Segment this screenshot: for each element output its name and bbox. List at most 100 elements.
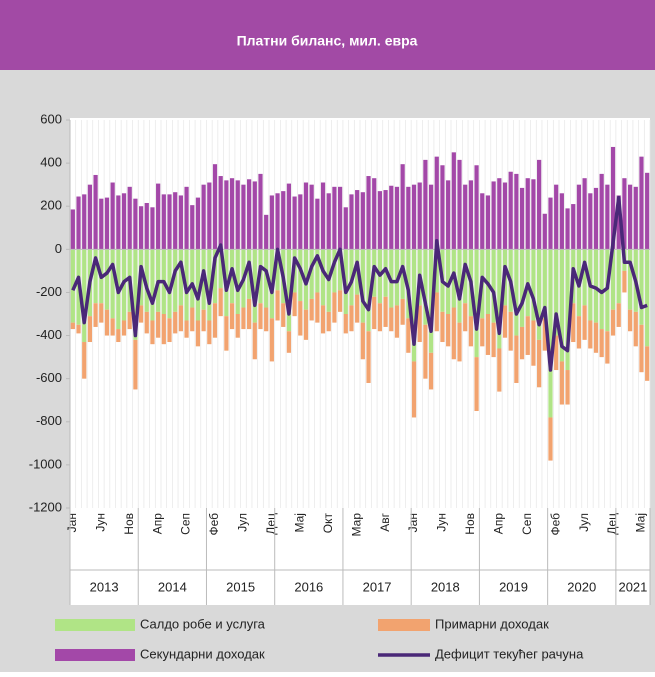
bar <box>224 316 229 351</box>
bar <box>235 249 240 314</box>
bar <box>298 249 303 302</box>
bar <box>537 159 542 250</box>
bar <box>264 307 269 332</box>
bar <box>82 342 87 379</box>
bar <box>104 249 110 310</box>
y-tick-label: 200 <box>40 198 62 213</box>
bar <box>195 320 201 347</box>
bar <box>133 249 138 340</box>
bar <box>156 183 161 250</box>
bar <box>173 249 178 312</box>
bar <box>150 320 155 345</box>
bar <box>400 298 405 325</box>
year-label: 2014 <box>158 579 187 594</box>
bar <box>559 249 564 362</box>
bar <box>349 305 354 332</box>
bar <box>565 208 570 250</box>
bar <box>349 194 354 250</box>
bar <box>281 191 286 250</box>
bar <box>616 303 621 327</box>
bar <box>138 305 144 323</box>
legend-swatch <box>55 619 135 631</box>
bar <box>207 249 212 321</box>
legend-label: Салдо робе и услуга <box>140 616 266 631</box>
bar <box>241 184 246 250</box>
bar <box>434 249 439 293</box>
bar <box>224 180 229 250</box>
bar <box>514 249 519 336</box>
legend-label: Примарни доходак <box>435 616 549 631</box>
year-label: 2018 <box>431 579 460 594</box>
bar <box>133 198 138 250</box>
bar <box>218 176 223 250</box>
legend-label: Секундарни доходак <box>140 646 265 661</box>
bar <box>457 159 462 250</box>
bar <box>93 249 98 304</box>
bar <box>337 290 343 312</box>
bar <box>525 178 530 250</box>
bar <box>218 249 223 289</box>
bar <box>508 311 513 351</box>
bar <box>281 303 286 327</box>
bar <box>565 370 570 405</box>
bar <box>337 249 343 291</box>
y-tick-label: -200 <box>36 284 62 299</box>
bar <box>161 314 166 345</box>
bar <box>645 346 650 381</box>
bar <box>167 318 172 343</box>
bar <box>229 303 235 330</box>
bar <box>485 314 491 355</box>
bar <box>497 178 502 250</box>
bar <box>150 249 155 321</box>
bar <box>320 182 326 250</box>
bar <box>463 303 468 332</box>
bar <box>258 173 263 250</box>
bar <box>519 187 525 250</box>
bar <box>622 178 627 250</box>
bar <box>178 249 183 306</box>
bar <box>610 309 616 336</box>
bar <box>582 249 587 306</box>
x-tick-label: Дец <box>605 513 619 535</box>
bar <box>548 249 553 418</box>
bar <box>309 249 314 299</box>
bar <box>383 296 388 327</box>
bar <box>303 309 309 340</box>
bar <box>269 195 274 250</box>
bar <box>235 180 240 250</box>
bar <box>201 309 206 332</box>
bar <box>428 249 434 353</box>
year-label: 2016 <box>294 579 323 594</box>
year-label: 2021 <box>618 579 647 594</box>
bar <box>411 184 417 250</box>
bar <box>377 303 383 332</box>
bar <box>372 178 377 250</box>
bar <box>82 194 87 250</box>
bar <box>144 202 149 250</box>
bar <box>360 249 365 323</box>
bar <box>99 198 104 250</box>
bar <box>178 195 183 250</box>
bar <box>343 207 348 250</box>
legend-label: Дефицит текућег рачуна <box>435 646 584 661</box>
bar <box>116 195 121 250</box>
bar <box>121 320 127 336</box>
y-tick-label: -1200 <box>29 499 62 514</box>
bar <box>292 292 297 317</box>
bar <box>406 186 411 250</box>
bar <box>190 249 195 308</box>
bar <box>599 249 604 330</box>
bar <box>474 249 479 358</box>
legend-swatch <box>55 649 135 661</box>
bar <box>411 249 417 362</box>
bar <box>537 339 542 388</box>
bar <box>343 314 348 334</box>
bar <box>576 316 582 349</box>
y-tick-label: 0 <box>55 241 62 256</box>
bar <box>70 209 75 250</box>
bar <box>212 249 218 304</box>
bar <box>514 335 519 383</box>
year-label: 2013 <box>90 579 119 594</box>
x-tick-label: Јун <box>435 513 449 532</box>
y-tick-label: 400 <box>40 155 62 170</box>
